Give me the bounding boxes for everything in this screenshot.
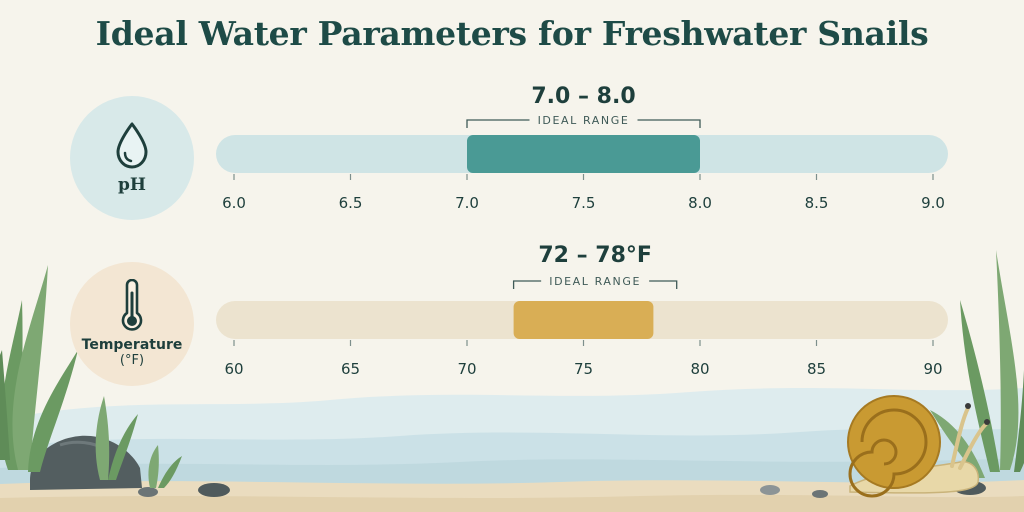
thermometer-icon bbox=[121, 279, 143, 332]
water-drop-icon bbox=[116, 122, 148, 169]
temperature-range-label: 72 – 78°F bbox=[538, 243, 652, 268]
ph-tick-label: 7.0 bbox=[455, 194, 479, 212]
temperature-tick-label: 80 bbox=[690, 360, 709, 378]
temperature-badge-unit: (°F) bbox=[119, 352, 145, 368]
temperature-tick-label: 75 bbox=[574, 360, 593, 378]
ph-bracket-right bbox=[637, 119, 701, 128]
ph-range-label: 7.0 – 8.0 bbox=[531, 84, 635, 109]
temperature-ideal-range-bar bbox=[513, 301, 654, 339]
temperature-badge-label: Temperature bbox=[81, 337, 183, 354]
temperature-tick-label: 85 bbox=[807, 360, 826, 378]
temperature-bracket-left bbox=[512, 280, 542, 289]
snail-illustration bbox=[847, 395, 990, 498]
temperature-tick-label: 60 bbox=[224, 360, 243, 378]
ph-ideal-range-bar bbox=[467, 135, 700, 173]
page-title: Ideal Water Parameters for Freshwater Sn… bbox=[95, 14, 929, 53]
temperature-bracket-label: IDEAL RANGE bbox=[549, 275, 641, 288]
ph-tick-label: 6.5 bbox=[339, 194, 363, 212]
ph-badge: pH bbox=[70, 96, 194, 220]
temperature-badge: Temperature (°F) bbox=[70, 262, 194, 386]
ph-bracket-left bbox=[466, 119, 530, 128]
ph-tick-label: 6.0 bbox=[222, 194, 246, 212]
ph-tick-label: 9.0 bbox=[921, 194, 945, 212]
ph-bracket-label: IDEAL RANGE bbox=[538, 114, 630, 127]
temperature-tick-label: 90 bbox=[923, 360, 942, 378]
temperature-tick-label: 70 bbox=[457, 360, 476, 378]
ph-tick-label: 8.5 bbox=[805, 194, 829, 212]
ph-badge-label: pH bbox=[118, 175, 146, 196]
temperature-tick-label: 65 bbox=[341, 360, 360, 378]
ph-tick-label: 8.0 bbox=[688, 194, 712, 212]
temperature-bracket-right bbox=[649, 280, 678, 289]
ph-tick-label: 7.5 bbox=[572, 194, 596, 212]
